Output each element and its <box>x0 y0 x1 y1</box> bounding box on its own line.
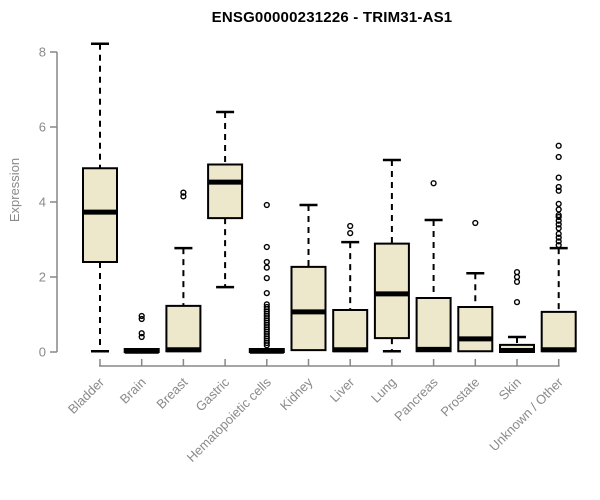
outlier-point <box>138 312 145 320</box>
outlier-point <box>138 333 145 341</box>
box <box>540 310 577 353</box>
outlier-point <box>555 238 562 245</box>
outlier-point <box>555 225 562 232</box>
outlier-point <box>347 230 354 237</box>
box <box>332 309 369 353</box>
outlier-point <box>263 290 270 297</box>
x-category-label: Liver <box>327 374 358 405</box>
box <box>415 297 452 353</box>
outlier-point <box>555 200 562 207</box>
outlier-point <box>513 273 521 281</box>
outlier-point <box>513 299 521 306</box>
box <box>207 163 244 220</box>
outlier-point <box>263 258 270 266</box>
box <box>373 242 410 340</box>
outlier-point <box>555 142 562 149</box>
outlier-point <box>263 303 270 311</box>
outlier-point <box>555 234 562 241</box>
outlier-point <box>555 153 562 161</box>
outlier-point <box>138 330 145 337</box>
x-category-label: Skin <box>496 375 524 403</box>
outlier-point <box>430 180 437 187</box>
outlier-point <box>263 201 270 209</box>
box <box>82 167 118 263</box>
box <box>165 304 202 353</box>
outlier-point <box>555 217 562 224</box>
outlier-point <box>555 212 562 219</box>
outlier-point <box>472 219 479 227</box>
x-category-label: Gastric <box>193 374 233 414</box>
outlier-point <box>555 187 562 194</box>
outlier-point <box>555 206 562 213</box>
x-category-label: Lung <box>368 375 399 406</box>
outlier-point <box>263 243 270 251</box>
outlier-point <box>555 183 562 191</box>
y-tick-label: 2 <box>39 270 46 285</box>
box <box>290 265 327 352</box>
outlier-point <box>555 242 562 249</box>
outlier-point <box>138 315 145 323</box>
outlier-point <box>347 222 354 230</box>
y-tick-label: 8 <box>39 45 46 60</box>
y-tick-label: 0 <box>39 345 46 360</box>
outlier-point <box>263 264 270 271</box>
outlier-point <box>263 275 270 282</box>
chart-title: ENSG00000231226 - TRIM31-AS1 <box>211 9 453 26</box>
x-category-label: Pancreas <box>391 374 441 424</box>
x-category-label: Kidney <box>277 374 316 413</box>
outlier-point <box>263 301 270 308</box>
outlier-point <box>513 269 521 276</box>
box <box>457 306 494 353</box>
x-category-label: Brain <box>117 375 149 407</box>
outlier-point <box>180 189 187 196</box>
outlier-point <box>555 230 562 237</box>
x-category-label: Bladder <box>65 374 108 417</box>
x-category-label: Breast <box>153 374 190 411</box>
x-category-label: Unknown / Other <box>486 374 566 454</box>
outlier-point <box>555 174 562 181</box>
x-category-label: Prostate <box>438 375 483 420</box>
outlier-point <box>513 278 521 285</box>
y-tick-label: 4 <box>39 195 46 210</box>
outlier-point <box>180 193 187 200</box>
y-tick-label: 6 <box>39 120 46 135</box>
outlier-point <box>555 221 562 228</box>
